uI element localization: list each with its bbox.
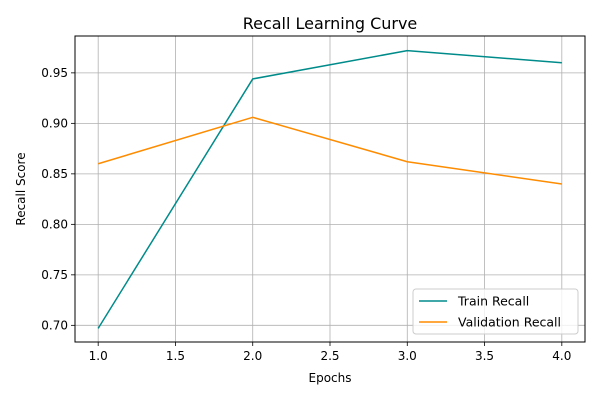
y-tick-label: 0.90: [41, 116, 68, 130]
y-tick-label: 0.80: [41, 217, 68, 231]
x-tick-label: 3.5: [475, 349, 494, 363]
x-tick-label: 2.5: [320, 349, 339, 363]
y-tick-label: 0.85: [41, 167, 68, 181]
chart-title: Recall Learning Curve: [243, 14, 418, 33]
x-tick-label: 3.0: [398, 349, 417, 363]
series-lines: [97, 49, 562, 329]
y-tick-label: 0.75: [41, 268, 68, 282]
grid-lines: [75, 36, 585, 342]
x-tick-label: 1.0: [89, 349, 108, 363]
y-tick-label: 0.95: [41, 66, 68, 80]
x-tick-label: 1.5: [166, 349, 185, 363]
legend-entry-label: Train Recall: [457, 294, 529, 309]
x-tick-label: 4.0: [552, 349, 571, 363]
legend: Train Recall Validation Recall: [412, 288, 579, 335]
series-line-validation-recall: [97, 116, 562, 185]
y-tick-label: 0.70: [41, 318, 68, 332]
y-axis-label: Recall Score: [14, 152, 28, 225]
x-tick-label: 2.0: [243, 349, 262, 363]
series-line-train-recall: [97, 49, 562, 329]
legend-box: [412, 288, 579, 335]
x-axis-label: Epochs: [309, 371, 352, 385]
axis-ticks: 1.0 1.5 2.0 2.5 3.0 3.5 4.0 0.70 0.75 0.80 0.85 0.9…: [41, 66, 571, 363]
legend-entry-label: Validation Recall: [458, 315, 561, 330]
